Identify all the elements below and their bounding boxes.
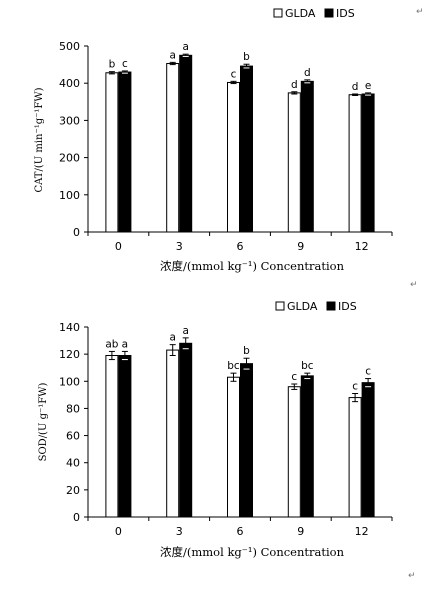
chart2-legend-label-glda: GLDA <box>287 300 318 313</box>
chart1-y-tick-label: 400 <box>59 77 80 90</box>
chart1-bar-ids <box>118 71 132 233</box>
chart1-legend-label-ids: IDS <box>336 7 355 20</box>
chart1-bar-glda <box>227 81 240 233</box>
chart1-significance-letter: b <box>109 59 116 71</box>
chart2-bar-ids <box>179 342 193 518</box>
chart1-significance-letter: d <box>352 81 359 93</box>
chart2-bar-glda <box>105 355 119 518</box>
chart2-legend-label-ids: IDS <box>338 300 357 313</box>
chart1-bar-glda <box>348 94 362 233</box>
chart2-y-tick-label: 100 <box>59 375 80 388</box>
chart1-y-tick-label: 300 <box>59 114 80 127</box>
chart2-bar-glda <box>166 349 180 518</box>
chart1-bar-glda <box>287 92 301 233</box>
chart1-bar-glda <box>166 62 180 233</box>
chart1-significance-letter: b <box>243 51 250 63</box>
chart1-x-tick-label: 0 <box>115 240 122 253</box>
chart2-bar-ids <box>240 363 253 518</box>
chart1-x-tick-label: 3 <box>176 240 183 253</box>
chart2-x-tick-label: 9 <box>297 525 304 538</box>
chart2-bar-ids <box>361 382 375 518</box>
chart2-legend-swatch-glda <box>275 301 285 311</box>
chart2-legend-swatch-ids <box>326 301 336 311</box>
chart1-bar-glda <box>105 72 119 233</box>
chart2-significance-letter: bc <box>227 360 240 372</box>
chart2-bar-ids <box>118 355 132 518</box>
chart1-bar-ids <box>240 65 253 233</box>
chart1-x-tick-label: 9 <box>297 240 304 253</box>
chart1-y-axis-title: CAT/(U min⁻¹g⁻¹FW) <box>34 87 45 192</box>
chart2-significance-letter: a <box>169 332 175 344</box>
chart1-significance-letter: c <box>231 68 237 80</box>
chart2-significance-letter: c <box>365 366 371 378</box>
chart2-significance-letter: c <box>291 371 297 383</box>
chart1-significance-letter: c <box>122 58 128 70</box>
chart1-y-tick-label: 200 <box>59 152 80 165</box>
chart2-bar-glda <box>348 397 362 518</box>
chart2-bar-glda <box>227 376 240 518</box>
chart2-bar-ids <box>300 375 314 518</box>
chart1-x-tick-label: 12 <box>355 240 369 253</box>
chart2-x-axis-title: 浓度/(mmol kg⁻¹) Concentration <box>160 545 345 559</box>
chart2-x-tick-label: 12 <box>355 525 369 538</box>
chart2-significance-letter: a <box>182 325 188 337</box>
chart2-significance-letter: a <box>122 338 128 350</box>
chart2-y-tick-label: 140 <box>59 321 80 334</box>
chart1-bar-ids <box>300 80 314 233</box>
chart2-y-tick-label: 0 <box>73 511 80 524</box>
chart1-y-tick-label: 500 <box>59 40 80 53</box>
chart2-y-axis-title: SOD/(U g⁻¹FW) <box>38 383 49 462</box>
chart1-significance-letter: d <box>304 67 311 79</box>
chart1-legend-swatch-ids <box>324 8 334 18</box>
chart1-y-tick-label: 100 <box>59 189 80 202</box>
return-mark: ↵ <box>410 280 418 290</box>
chart2-bar-glda <box>287 386 301 518</box>
chart1-legend-label-glda: GLDA <box>285 7 316 20</box>
chart2-x-tick-label: 3 <box>176 525 183 538</box>
chart1-x-tick-label: 6 <box>237 240 244 253</box>
chart2-x-tick-label: 0 <box>115 525 122 538</box>
chart1-x-axis-title: 浓度/(mmol kg⁻¹) Concentration <box>160 259 345 273</box>
chart1-legend-swatch-glda <box>273 8 283 18</box>
chart1-bar-ids <box>361 93 375 233</box>
chart2-y-tick-label: 60 <box>66 430 80 443</box>
chart2-y-tick-label: 120 <box>59 348 80 361</box>
chart2-y-tick-label: 40 <box>66 457 80 470</box>
chart1-significance-letter: a <box>182 41 188 53</box>
chart2-significance-letter: bc <box>301 360 314 372</box>
chart2-significance-letter: c <box>352 381 358 393</box>
chart2-y-tick-label: 80 <box>66 402 80 415</box>
chart1-significance-letter: e <box>365 80 371 92</box>
chart2-y-tick-label: 20 <box>66 484 80 497</box>
chart1-significance-letter: a <box>169 49 175 61</box>
return-mark: ↵ <box>416 7 424 17</box>
return-mark: ↵ <box>408 571 416 581</box>
chart1-y-tick-label: 0 <box>73 226 80 239</box>
chart2-significance-letter: ab <box>105 338 118 350</box>
chart2-significance-letter: b <box>243 345 250 357</box>
chart1-significance-letter: d <box>291 79 298 91</box>
chart2-x-tick-label: 6 <box>237 525 244 538</box>
chart1-bar-ids <box>179 54 193 233</box>
